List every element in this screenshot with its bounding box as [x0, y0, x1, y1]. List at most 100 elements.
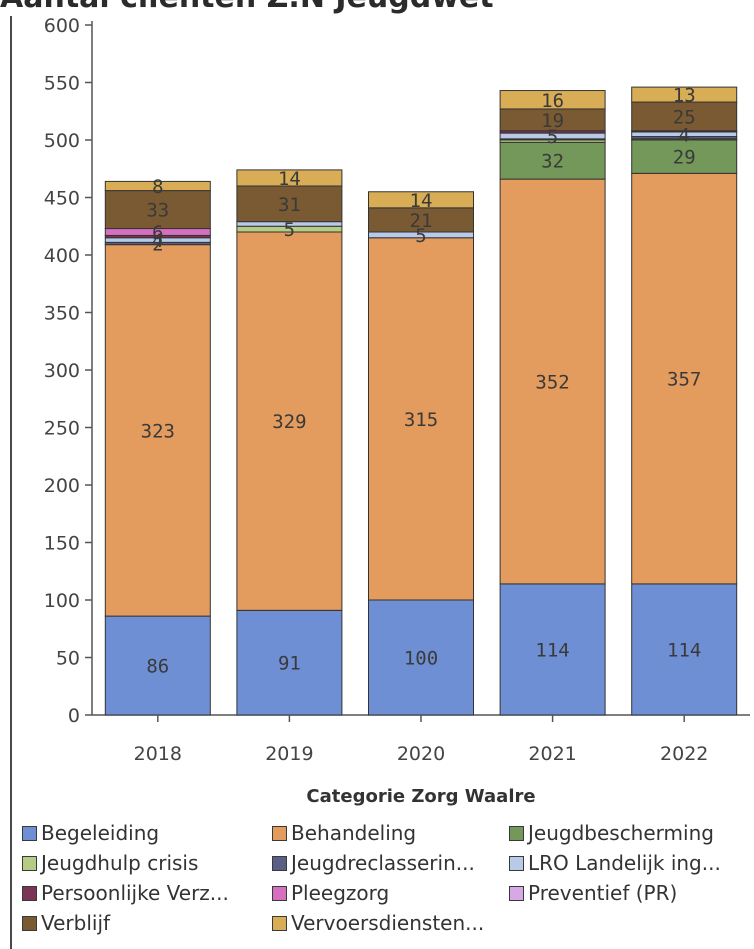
data-label: 16	[541, 90, 564, 112]
y-tick-label: 400	[44, 245, 80, 267]
legend-swatch	[22, 915, 37, 931]
data-label: 114	[535, 639, 569, 661]
legend-swatch	[272, 855, 287, 871]
legend-label: Verblijf	[41, 911, 111, 935]
legend-item[interactable]: Begeleiding	[22, 818, 159, 848]
legend-label: Begeleiding	[41, 821, 160, 845]
legend-item[interactable]: Preventief (PR)	[509, 878, 677, 908]
y-tick-label: 600	[44, 15, 80, 37]
bar-segment	[631, 86, 738, 103]
x-tick-label: 2022	[660, 743, 708, 765]
data-label: 25	[673, 106, 696, 128]
legend-label: Preventief (PR)	[528, 881, 678, 905]
data-label: 19	[541, 110, 564, 132]
legend-label: Vervoersdiensten...	[291, 911, 485, 935]
legend-swatch	[272, 915, 287, 931]
bar-segment	[368, 237, 474, 601]
data-label: 5	[284, 219, 295, 241]
stacked-bar-chart: 0501001502002503003504004505005506008632…	[44, 15, 750, 807]
data-label: 33	[146, 200, 169, 222]
data-label: 14	[410, 190, 433, 212]
data-label: 91	[278, 653, 301, 675]
data-label: 29	[673, 147, 696, 169]
bar-segment	[631, 583, 738, 716]
x-tick-label: 2018	[134, 743, 182, 765]
y-tick-label: 550	[44, 73, 80, 95]
data-label: 100	[404, 648, 438, 670]
y-tick-label: 100	[44, 590, 80, 612]
legend-label: Jeugdreclasserin...	[291, 851, 475, 875]
legend-item[interactable]: Behandeling	[272, 818, 416, 848]
bar-segment	[499, 90, 606, 110]
legend-swatch	[272, 885, 287, 901]
legend-item[interactable]: Jeugdreclasserin...	[272, 848, 475, 878]
legend-swatch	[509, 885, 524, 901]
data-label: 13	[673, 85, 696, 107]
legend-item[interactable]: Jeugdbescherming	[509, 818, 714, 848]
x-tick-label: 2021	[528, 743, 576, 765]
chart-title: Aantal cliënten Z.N Jeugdwet	[0, 0, 754, 16]
data-label: 323	[141, 420, 175, 442]
bar-segment	[104, 244, 211, 617]
y-tick-label: 200	[44, 475, 80, 497]
legend-swatch	[22, 855, 37, 871]
bar-segment	[631, 139, 738, 174]
data-label: 14	[278, 168, 301, 190]
legend-item[interactable]: Jeugdhulp crisis	[22, 848, 198, 878]
x-axis-title: Categorie Zorg Waalre	[306, 786, 535, 807]
bar-segment	[631, 101, 738, 132]
data-label: 31	[278, 194, 301, 216]
bar-segment	[499, 178, 606, 585]
data-label: 315	[404, 409, 438, 431]
data-label: 329	[272, 411, 306, 433]
bar-segment	[104, 615, 211, 716]
bar-segment	[104, 190, 211, 230]
bar-segment	[104, 180, 211, 192]
bar-segment	[631, 172, 738, 585]
data-label: 4	[678, 124, 689, 146]
y-tick-label: 450	[44, 188, 80, 210]
y-tick-label: 150	[44, 533, 80, 555]
y-tick-label: 50	[56, 648, 80, 670]
x-tick-label: 2019	[265, 743, 313, 765]
x-tick-label: 2020	[397, 743, 445, 765]
y-tick-label: 350	[44, 303, 80, 325]
legend-item[interactable]: LRO Landelijk ing...	[509, 848, 721, 878]
legend-item[interactable]: Persoonlijke Verz...	[22, 878, 229, 908]
data-label: 6	[152, 222, 163, 244]
data-label: 8	[152, 176, 163, 198]
legend-item[interactable]: Verblijf	[22, 908, 110, 938]
legend-swatch	[22, 885, 37, 901]
legend-swatch	[509, 855, 524, 871]
left-border-rule	[10, 16, 12, 949]
bar-segment	[368, 599, 474, 716]
data-label: 32	[541, 151, 564, 173]
legend-item[interactable]: Vervoersdiensten...	[272, 908, 484, 938]
legend-label: Pleegzorg	[291, 881, 390, 905]
data-label: 4	[152, 230, 163, 252]
y-tick-label: 300	[44, 360, 80, 382]
y-tick-label: 0	[68, 705, 80, 727]
legend-label: LRO Landelijk ing...	[528, 851, 721, 875]
bar-segment	[236, 231, 343, 611]
y-tick-label: 250	[44, 418, 80, 440]
legend-label: Jeugdbescherming	[528, 821, 714, 845]
bar-segment	[236, 169, 343, 187]
data-label: 21	[410, 210, 433, 232]
legend-swatch	[272, 825, 287, 841]
legend-item[interactable]: Pleegzorg	[272, 878, 389, 908]
legend-label: Jeugdhulp crisis	[41, 851, 199, 875]
y-tick-label: 500	[44, 130, 80, 152]
data-label: 357	[667, 369, 701, 391]
data-label: 2	[152, 234, 163, 256]
bar-segment	[368, 191, 474, 209]
data-label: 352	[535, 372, 569, 394]
legend-label: Behandeling	[291, 821, 417, 845]
data-label: 86	[146, 656, 169, 678]
data-label: 5	[415, 225, 426, 247]
legend-swatch	[509, 825, 524, 841]
data-label: 5	[547, 126, 558, 148]
legend-swatch	[22, 825, 37, 841]
legend-label: Persoonlijke Verz...	[41, 881, 229, 905]
